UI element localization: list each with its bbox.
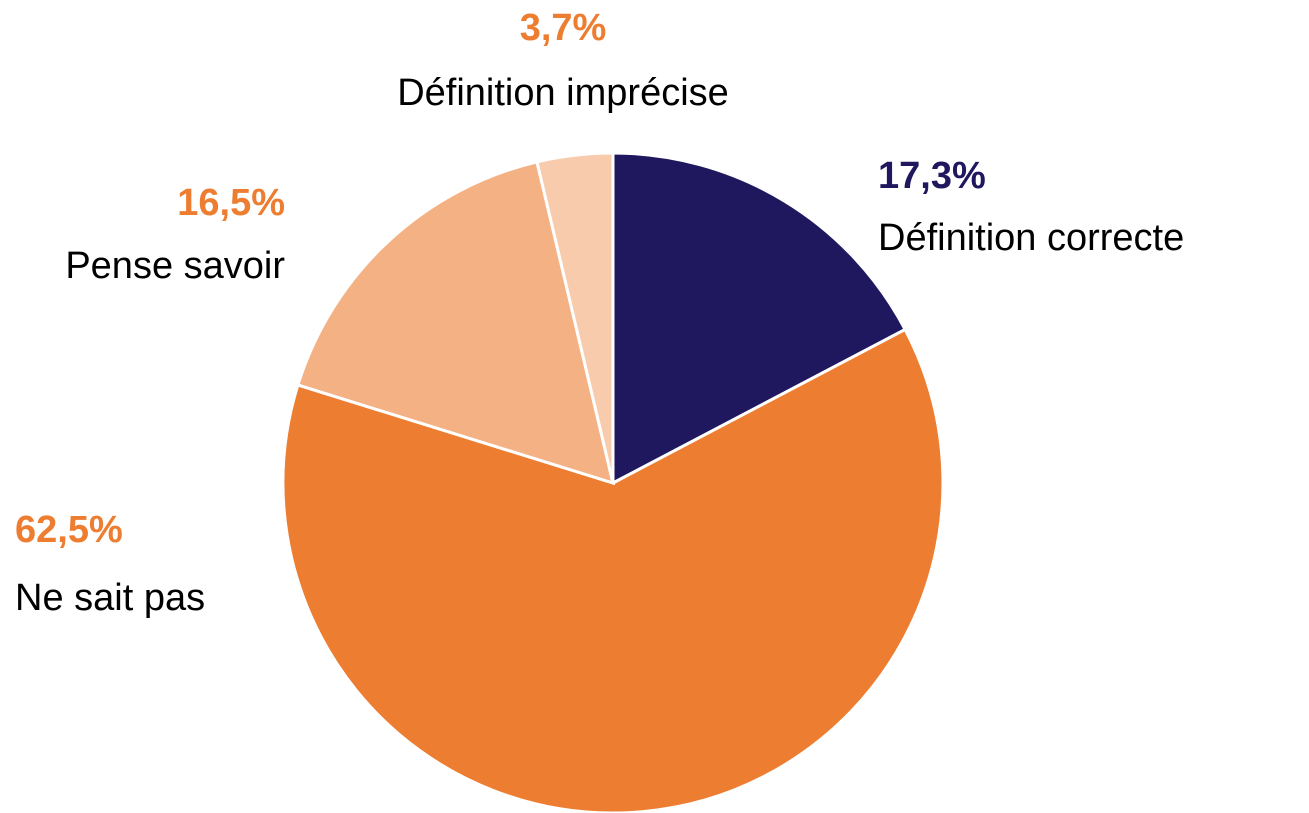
category-label: Pense savoir xyxy=(65,245,285,287)
value-label: 62,5% xyxy=(15,509,123,551)
category-label: Définition imprécise xyxy=(397,72,729,114)
category-label: Définition correcte xyxy=(878,217,1184,259)
slice xyxy=(281,327,945,813)
value-label: 3,7% xyxy=(520,7,607,49)
value-label: 16,5% xyxy=(177,182,285,224)
slice xyxy=(535,151,615,484)
category-label: Ne sait pas xyxy=(15,577,205,619)
slice xyxy=(611,151,908,486)
slice xyxy=(296,160,616,486)
value-label: 17,3% xyxy=(878,155,986,197)
